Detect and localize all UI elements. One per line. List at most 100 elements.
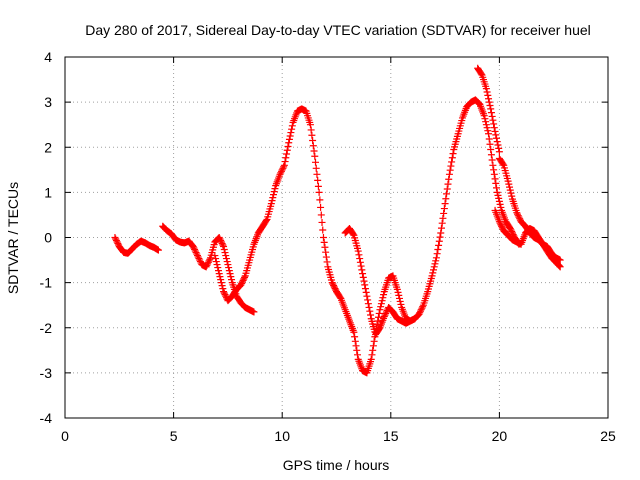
- data-point: [440, 205, 448, 213]
- data-point: [355, 251, 363, 259]
- data-point: [482, 121, 490, 129]
- data-point: [192, 249, 200, 257]
- data-point: [279, 164, 287, 172]
- data-point: [411, 315, 419, 323]
- data-point: [319, 234, 327, 241]
- data-point: [323, 258, 331, 266]
- data-point: [439, 214, 447, 222]
- data-point: [507, 189, 515, 197]
- data-point: [283, 150, 291, 158]
- data-point: [353, 346, 361, 354]
- y-tick-label: 1: [44, 184, 52, 200]
- data-point: [191, 246, 199, 254]
- data-point: [434, 246, 442, 254]
- data-point: [285, 139, 293, 147]
- data-point: [495, 197, 503, 205]
- data-point: [203, 261, 211, 269]
- data-point: [429, 269, 437, 277]
- data-point: [483, 88, 491, 96]
- data-point: [190, 244, 198, 252]
- data-point: [315, 188, 323, 196]
- data-point: [319, 226, 327, 234]
- data-point: [485, 98, 493, 106]
- data-point: [351, 337, 359, 345]
- data-point: [491, 127, 499, 135]
- data-point: [377, 300, 385, 308]
- data-point: [363, 292, 371, 300]
- data-point: [482, 118, 490, 126]
- y-tick-labels: 4 3 2 1 0 -1 -2 -3 -4: [40, 49, 53, 426]
- data-point: [238, 279, 246, 287]
- data-point: [113, 238, 121, 246]
- data-point: [221, 291, 229, 299]
- data-point: [515, 213, 523, 221]
- data-point: [193, 250, 201, 258]
- data-point: [225, 267, 233, 275]
- data-point: [493, 138, 501, 146]
- data-point: [369, 342, 377, 350]
- y-axis-label: SDTVAR / TECUs: [5, 182, 21, 294]
- data-point: [497, 203, 505, 211]
- data-point: [430, 266, 438, 274]
- data-point: [488, 112, 496, 120]
- data-point: [193, 252, 201, 260]
- y-tick-label: 4: [44, 49, 52, 65]
- data-point: [286, 132, 294, 140]
- data-point: [498, 222, 506, 230]
- data-point: [322, 248, 330, 256]
- data-point: [375, 309, 383, 317]
- data-point: [382, 309, 390, 317]
- data-point: [211, 252, 219, 260]
- data-point: [485, 135, 493, 143]
- data-point: [217, 238, 225, 246]
- data-point: [328, 279, 336, 287]
- data-point: [367, 355, 375, 363]
- data-point: [477, 70, 485, 78]
- data-point: [220, 288, 228, 296]
- data-point: [431, 260, 439, 268]
- data-point: [419, 303, 427, 311]
- data-point: [212, 258, 220, 266]
- data-point: [418, 304, 426, 312]
- data-point: [494, 141, 502, 149]
- data-point: [353, 351, 361, 359]
- data-point: [309, 136, 317, 144]
- data-point: [495, 144, 503, 152]
- data-point: [330, 282, 338, 290]
- data-point: [493, 184, 501, 192]
- data-point: [204, 258, 212, 266]
- data-point: [212, 255, 220, 263]
- data-point: [491, 175, 499, 183]
- data-point: [381, 311, 389, 319]
- data-point: [204, 260, 212, 268]
- data-point: [393, 285, 401, 293]
- x-tick-label: 15: [383, 428, 399, 444]
- data-point: [321, 243, 329, 251]
- data-point: [488, 156, 496, 164]
- data-point: [506, 183, 514, 191]
- data-point: [112, 237, 120, 245]
- data-point: [362, 288, 370, 296]
- data-point: [440, 209, 448, 217]
- data-point: [487, 105, 495, 113]
- data-point: [489, 116, 497, 124]
- data-point: [484, 127, 492, 135]
- x-tick-label: 10: [274, 428, 290, 444]
- data-point: [309, 142, 317, 150]
- data-point: [222, 255, 230, 263]
- data-point: [317, 211, 325, 219]
- data-point: [487, 146, 495, 154]
- data-point: [313, 170, 321, 178]
- data-point: [227, 273, 235, 281]
- y-tick-label: 3: [44, 94, 52, 110]
- data-point: [287, 129, 295, 137]
- data-point: [218, 282, 226, 290]
- data-point: [288, 125, 296, 133]
- data-point: [262, 217, 270, 225]
- data-point: [437, 229, 445, 237]
- data-point: [220, 246, 228, 254]
- data-point: [487, 109, 495, 117]
- data-point: [215, 234, 223, 241]
- data-point: [448, 154, 456, 162]
- data-point: [240, 275, 248, 283]
